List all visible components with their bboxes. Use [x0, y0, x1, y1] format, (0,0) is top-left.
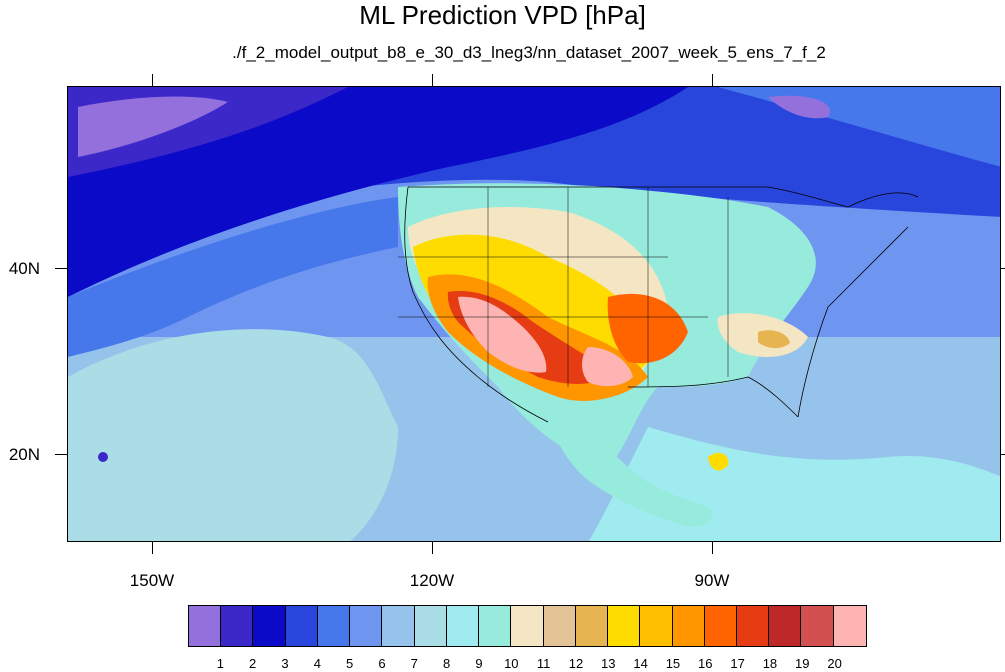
colorbar-tick-label: 14	[633, 656, 648, 671]
colorbar-tick-label: 16	[698, 656, 713, 671]
map-subtitle: ./f_2_model_output_b8_e_30_d3_lneg3/nn_d…	[232, 43, 826, 62]
nw-pacific-low	[78, 96, 228, 157]
colorbar-tick-label: 2	[249, 656, 257, 671]
colorbar-swatch	[189, 606, 222, 646]
yucatan-dry	[708, 452, 729, 471]
y-tick-major	[1001, 268, 1005, 269]
colorbar-swatch	[575, 606, 609, 646]
colorbar-swatch	[704, 606, 737, 646]
colorbar-tick-label: 9	[475, 656, 483, 671]
x-axis-label: 90W	[694, 571, 730, 590]
colorbar-swatch	[382, 606, 415, 646]
colorbar-tick-label: 13	[601, 656, 616, 671]
colorbar-swatch	[769, 606, 802, 646]
texas-extreme	[582, 347, 633, 387]
y-tick-major	[55, 454, 67, 455]
colorbar-tick-label: 17	[730, 656, 745, 671]
colorbar	[188, 605, 867, 647]
colorbar-tick-label: 3	[281, 656, 289, 671]
map-title: ML Prediction VPD [hPa]	[359, 0, 646, 30]
colorbar-swatch	[543, 606, 576, 646]
mexico-field	[548, 417, 712, 527]
colorbar-swatch	[350, 606, 383, 646]
x-tick-major	[152, 74, 153, 86]
hudson-low	[768, 95, 830, 119]
subtropical-high	[68, 329, 398, 541]
colorbar-swatch	[446, 606, 480, 646]
georgia-dry	[758, 330, 790, 349]
x-tick-major	[432, 542, 433, 554]
colorbar-tick-label: 11	[536, 656, 551, 671]
colorbar-swatch	[511, 606, 544, 646]
desert-extreme	[458, 296, 547, 373]
state-lines	[398, 187, 729, 387]
colorbar-swatch	[285, 606, 318, 646]
vpd-map-canvas	[68, 87, 1000, 541]
us-west-coast	[404, 186, 549, 423]
gulf-coast	[627, 376, 799, 418]
pacific-gradient	[68, 197, 398, 357]
x-axis-label: 120W	[409, 571, 455, 590]
us-canada-border	[408, 186, 919, 208]
colorbar-tick-label: 19	[795, 656, 810, 671]
colorbar-tick-label: 6	[378, 656, 386, 671]
east-coast	[797, 226, 909, 418]
vpd-map	[67, 86, 1001, 542]
north-pacific-band	[68, 87, 688, 297]
x-tick-major	[712, 542, 713, 554]
colorbar-swatch	[317, 606, 351, 646]
colorbar-tick-label: 7	[410, 656, 418, 671]
colorbar-swatch	[253, 606, 286, 646]
colorbar-tick-label: 10	[504, 656, 519, 671]
colorbar-swatch	[833, 606, 866, 646]
y-tick-major	[1001, 454, 1005, 455]
x-tick-major	[712, 74, 713, 86]
canada-band	[718, 87, 1000, 167]
colorbar-swatch	[801, 606, 834, 646]
x-axis-label: 150W	[129, 571, 175, 590]
colorbar-swatch	[479, 606, 512, 646]
colorbar-swatch	[672, 606, 705, 646]
colorbar-swatch	[608, 606, 641, 646]
colorbar-tick-label: 1	[216, 656, 224, 671]
colorbar-tick-label: 8	[443, 656, 451, 671]
colorbar-tick-label: 12	[568, 656, 584, 671]
x-tick-major	[432, 74, 433, 86]
y-tick-major	[55, 268, 67, 269]
colorbar-tick-label: 5	[346, 656, 354, 671]
colorbar-tick-label: 18	[762, 656, 778, 671]
y-axis-label: 40N	[8, 259, 40, 278]
y-axis-label: 20N	[8, 445, 40, 464]
colorbar-swatch	[736, 606, 770, 646]
hawaii-island	[98, 452, 108, 462]
x-tick-major	[152, 542, 153, 554]
colorbar-tick-label: 15	[665, 656, 681, 671]
colorbar-swatch	[414, 606, 447, 646]
colorbar-swatch	[640, 606, 673, 646]
colorbar-swatch	[221, 606, 254, 646]
colorbar-tick-label: 20	[827, 656, 842, 671]
colorbar-tick-label: 4	[313, 656, 321, 671]
